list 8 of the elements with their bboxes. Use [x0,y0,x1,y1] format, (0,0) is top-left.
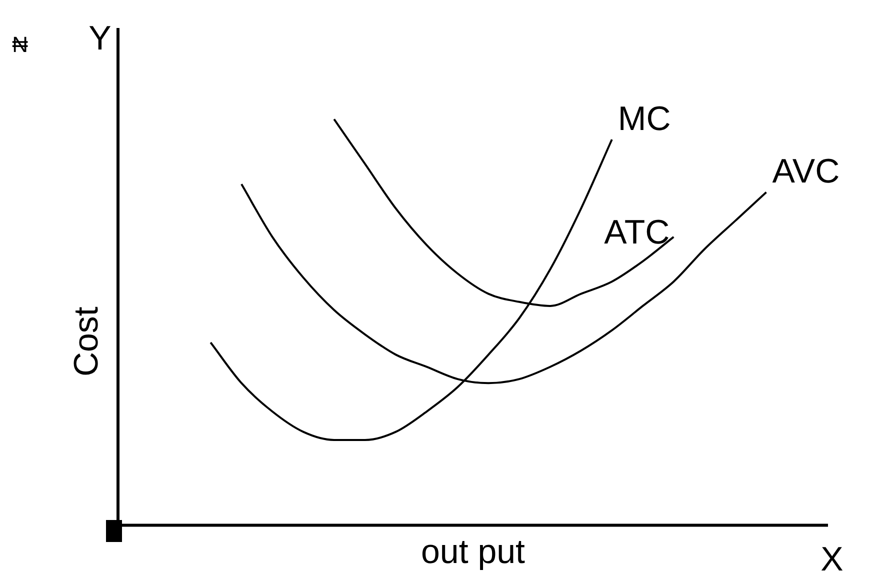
text: ₦ [12,32,28,58]
series-label: ATC [604,213,670,252]
x-axis-title: out put [421,532,526,571]
series-label: AVC [772,152,840,191]
text: Y [88,19,112,58]
y-axis-title: Cost [67,306,106,377]
series-label: MC [618,100,671,138]
text: X [820,540,844,579]
